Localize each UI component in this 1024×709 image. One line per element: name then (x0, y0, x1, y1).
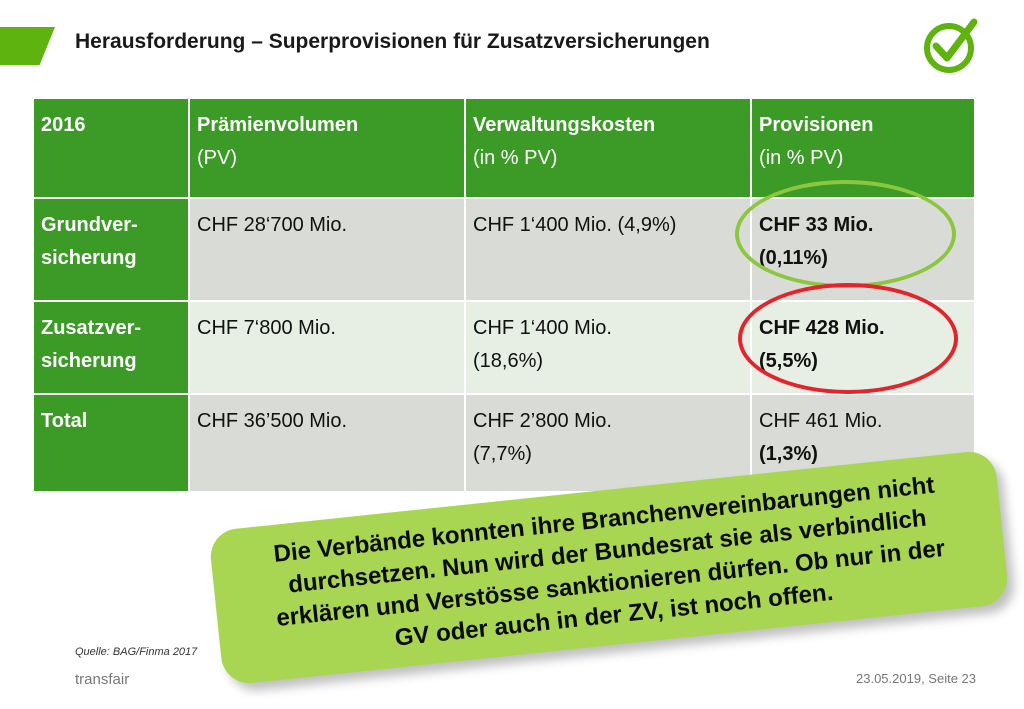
callout-text: Die Verbände konnten ihre Branchenverein… (272, 471, 947, 652)
row-label: Total (34, 395, 188, 491)
row-label: Grundver- sicherung (34, 199, 188, 300)
cell-commissions: CHF 33 Mio. (0,11%) (752, 199, 974, 300)
cell-admin-costs: CHF 1‘400 Mio. (18,6%) (466, 302, 750, 393)
footer-brand: transfair (75, 671, 130, 688)
page-title: Herausforderung – Superprovisionen für Z… (75, 30, 710, 53)
cell-admin-costs: CHF 2’800 Mio. (7,7%) (466, 395, 750, 491)
accent-bar (0, 27, 55, 65)
provisions-table: 2016 Prämienvolumen (PV) Verwaltungskost… (32, 97, 976, 493)
cell-premium: CHF 28‘700 Mio. (190, 199, 464, 300)
cell-admin-costs: CHF 1‘400 Mio. (4,9%) (466, 199, 750, 300)
source-note: Quelle: BAG/Finma 2017 (75, 646, 198, 658)
table-row: Grundver- sicherung CHF 28‘700 Mio. CHF … (34, 199, 974, 300)
table-row: Total CHF 36’500 Mio. CHF 2’800 Mio. (7,… (34, 395, 974, 491)
cell-premium: CHF 7‘800 Mio. (190, 302, 464, 393)
row-label: Zusatzver- sicherung (34, 302, 188, 393)
header-cell-year: 2016 (34, 99, 188, 197)
header-cell-premium: Prämienvolumen (PV) (190, 99, 464, 197)
header-cell-commissions: Provisionen (in % PV) (752, 99, 974, 197)
header-cell-admin-costs: Verwaltungskosten (in % PV) (466, 99, 750, 197)
cell-commissions: CHF 428 Mio. (5,5%) (752, 302, 974, 393)
cell-premium: CHF 36’500 Mio. (190, 395, 464, 491)
table-header-row: 2016 Prämienvolumen (PV) Verwaltungskost… (34, 99, 974, 197)
check-circle-icon (924, 18, 978, 73)
table-row: Zusatzver- sicherung CHF 7‘800 Mio. CHF … (34, 302, 974, 393)
footer-date-page: 23.05.2019, Seite 23 (856, 671, 976, 686)
